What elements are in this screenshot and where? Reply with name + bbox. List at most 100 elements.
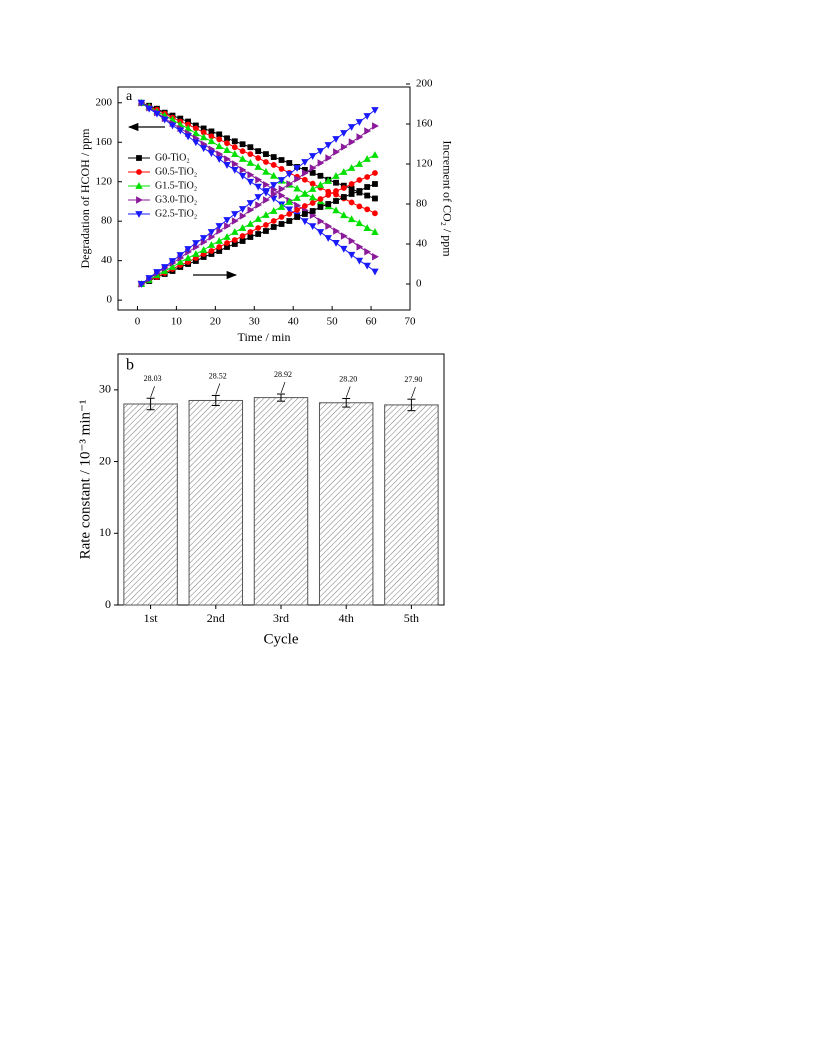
y-tick-label: 0	[105, 597, 111, 611]
point	[223, 217, 231, 224]
value-label: 28.20	[339, 374, 357, 383]
point	[308, 185, 317, 192]
point	[372, 122, 379, 130]
point	[192, 139, 200, 147]
point	[216, 150, 224, 158]
point	[263, 222, 269, 228]
point	[238, 224, 247, 231]
point	[263, 180, 270, 189]
point	[348, 199, 355, 206]
point	[340, 245, 348, 253]
point	[356, 177, 363, 183]
point	[254, 183, 262, 191]
point	[215, 142, 223, 150]
y2-tick-label: 40	[416, 238, 428, 250]
point	[176, 127, 185, 135]
y-tick-label: 40	[101, 254, 113, 266]
point	[348, 138, 356, 146]
point	[294, 201, 302, 210]
point	[160, 264, 169, 271]
point	[153, 269, 161, 276]
point	[231, 138, 238, 145]
label-leader	[411, 387, 416, 399]
point	[285, 198, 294, 205]
point	[176, 252, 185, 259]
point	[364, 184, 371, 190]
point	[216, 227, 224, 235]
point	[254, 163, 262, 170]
point	[247, 171, 255, 179]
point	[246, 220, 255, 227]
point	[356, 243, 364, 251]
point	[355, 119, 364, 126]
point	[301, 203, 308, 209]
x-axis-title: Cycle	[264, 631, 299, 647]
point	[262, 188, 270, 195]
point	[216, 244, 223, 250]
point	[316, 181, 325, 188]
point	[317, 159, 325, 167]
point	[137, 99, 146, 107]
point	[168, 122, 177, 130]
point	[199, 235, 208, 242]
point	[207, 150, 216, 158]
point	[247, 229, 254, 235]
point	[316, 229, 325, 236]
point	[239, 212, 247, 220]
point	[364, 248, 372, 256]
y2-axis-title: Increment of CO₂ / ppm	[440, 140, 454, 257]
point	[231, 150, 239, 157]
point	[207, 229, 216, 236]
point	[137, 281, 146, 288]
point	[215, 223, 223, 230]
y-axis-title: Rate constant / 10⁻³ min⁻¹	[77, 400, 93, 560]
legend-label: G1.5-TiO₂	[155, 180, 197, 191]
point	[263, 196, 270, 204]
point	[286, 211, 293, 217]
point	[231, 237, 238, 243]
point	[363, 155, 371, 162]
x-axis-title: Time / min	[238, 330, 291, 344]
point	[246, 178, 255, 186]
point	[371, 228, 379, 235]
point	[192, 240, 200, 247]
y-axis-title: Degradation of HCOH / ppm	[78, 128, 92, 269]
point	[278, 221, 285, 227]
point	[207, 137, 216, 145]
point	[153, 110, 161, 118]
y-tick-label: 200	[96, 96, 113, 108]
point	[263, 159, 269, 165]
point	[333, 179, 339, 186]
y2-tick-label: 160	[416, 118, 433, 130]
point	[263, 228, 269, 234]
point	[231, 211, 239, 218]
point	[317, 204, 324, 210]
point	[254, 194, 262, 201]
point	[340, 211, 348, 219]
point	[238, 206, 247, 213]
point	[192, 129, 200, 137]
point	[333, 227, 340, 235]
point	[247, 234, 254, 240]
point	[364, 192, 371, 199]
point	[333, 148, 340, 156]
point	[309, 200, 316, 206]
y-tick-label: 10	[99, 525, 111, 539]
point	[372, 170, 378, 176]
x-tick-label: 30	[249, 316, 261, 328]
y2-tick-label: 80	[416, 198, 428, 210]
point	[301, 159, 309, 166]
point	[356, 203, 363, 210]
point	[363, 224, 371, 232]
point	[231, 166, 239, 174]
point	[372, 181, 378, 187]
point	[347, 251, 356, 259]
point	[355, 257, 364, 265]
point	[208, 128, 215, 135]
point	[215, 237, 223, 244]
y-tick-label: 30	[99, 382, 111, 396]
point	[278, 157, 285, 163]
point	[270, 190, 278, 198]
point	[223, 162, 231, 169]
point	[231, 217, 239, 225]
